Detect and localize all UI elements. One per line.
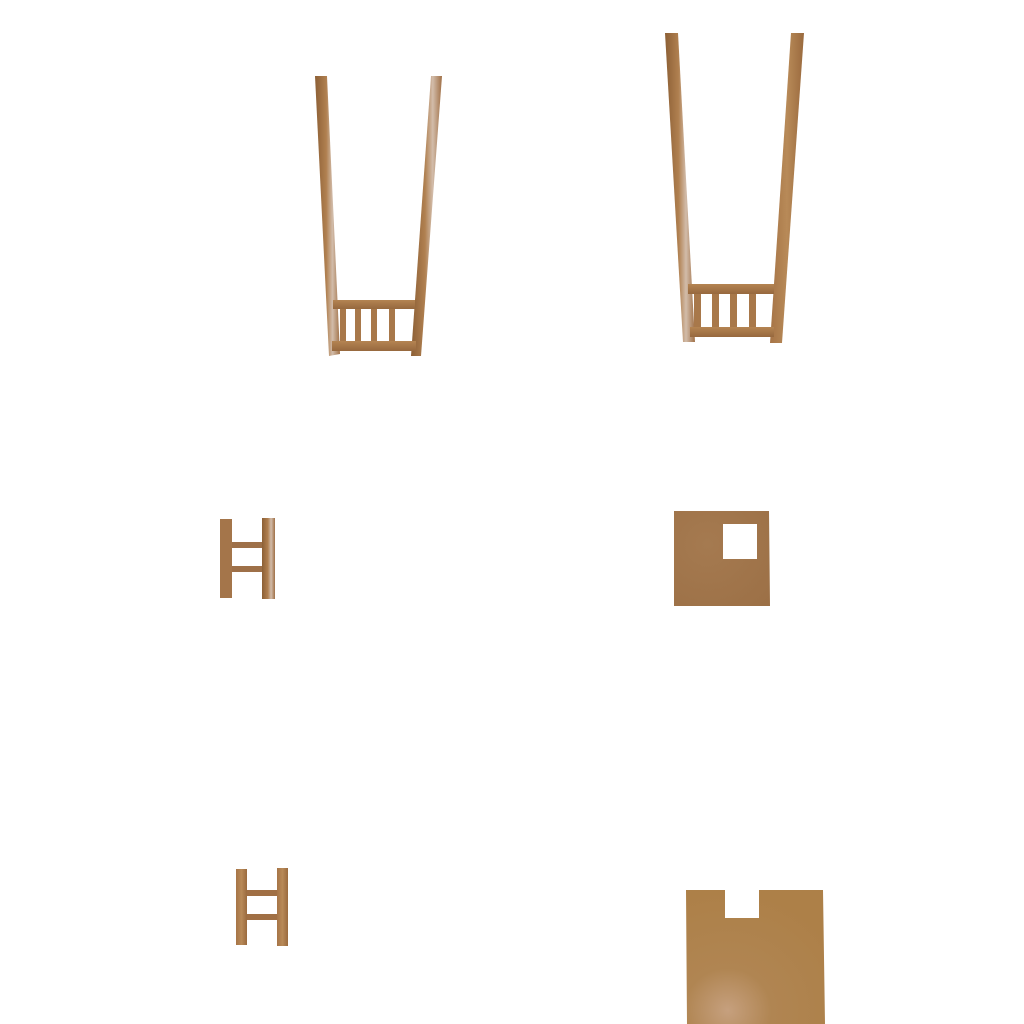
chair-left-upright xyxy=(315,76,340,356)
ladder-left-rail xyxy=(220,519,232,598)
ladder-rung xyxy=(247,890,277,896)
chair-spindle xyxy=(340,309,346,341)
ladder-left-rail xyxy=(236,869,247,945)
square-panel xyxy=(674,511,770,606)
chair-back-piece-left xyxy=(315,76,442,356)
panel-piece-with-top-notch xyxy=(686,890,825,1024)
chair-right-upright xyxy=(770,33,804,343)
panel-piece-with-square-cutout xyxy=(674,511,770,606)
chair-spindle xyxy=(389,309,395,341)
chair-right-upright xyxy=(411,76,442,356)
chair-spindle xyxy=(730,294,737,327)
ladder-rung xyxy=(247,914,277,920)
chair-spindle xyxy=(694,294,701,327)
chair-back-piece-right xyxy=(665,33,804,343)
ladder-rung xyxy=(232,566,262,572)
notched-panel xyxy=(686,890,825,1024)
chair-top-rail xyxy=(333,300,415,309)
ladder-right-rail xyxy=(262,518,275,599)
chair-spindle xyxy=(749,294,756,327)
chair-spindle xyxy=(712,294,719,327)
chair-spindle xyxy=(355,309,361,341)
chair-top-rail xyxy=(688,284,774,294)
chair-bottom-rail xyxy=(690,327,774,337)
ladder-piece-small-upper xyxy=(220,518,275,599)
chair-bottom-rail xyxy=(332,341,416,351)
chair-left-upright xyxy=(665,33,695,342)
ladder-piece-small-lower xyxy=(236,868,288,946)
chair-spindle xyxy=(371,309,377,341)
ladder-right-rail xyxy=(277,868,288,946)
ladder-rung xyxy=(232,542,262,548)
